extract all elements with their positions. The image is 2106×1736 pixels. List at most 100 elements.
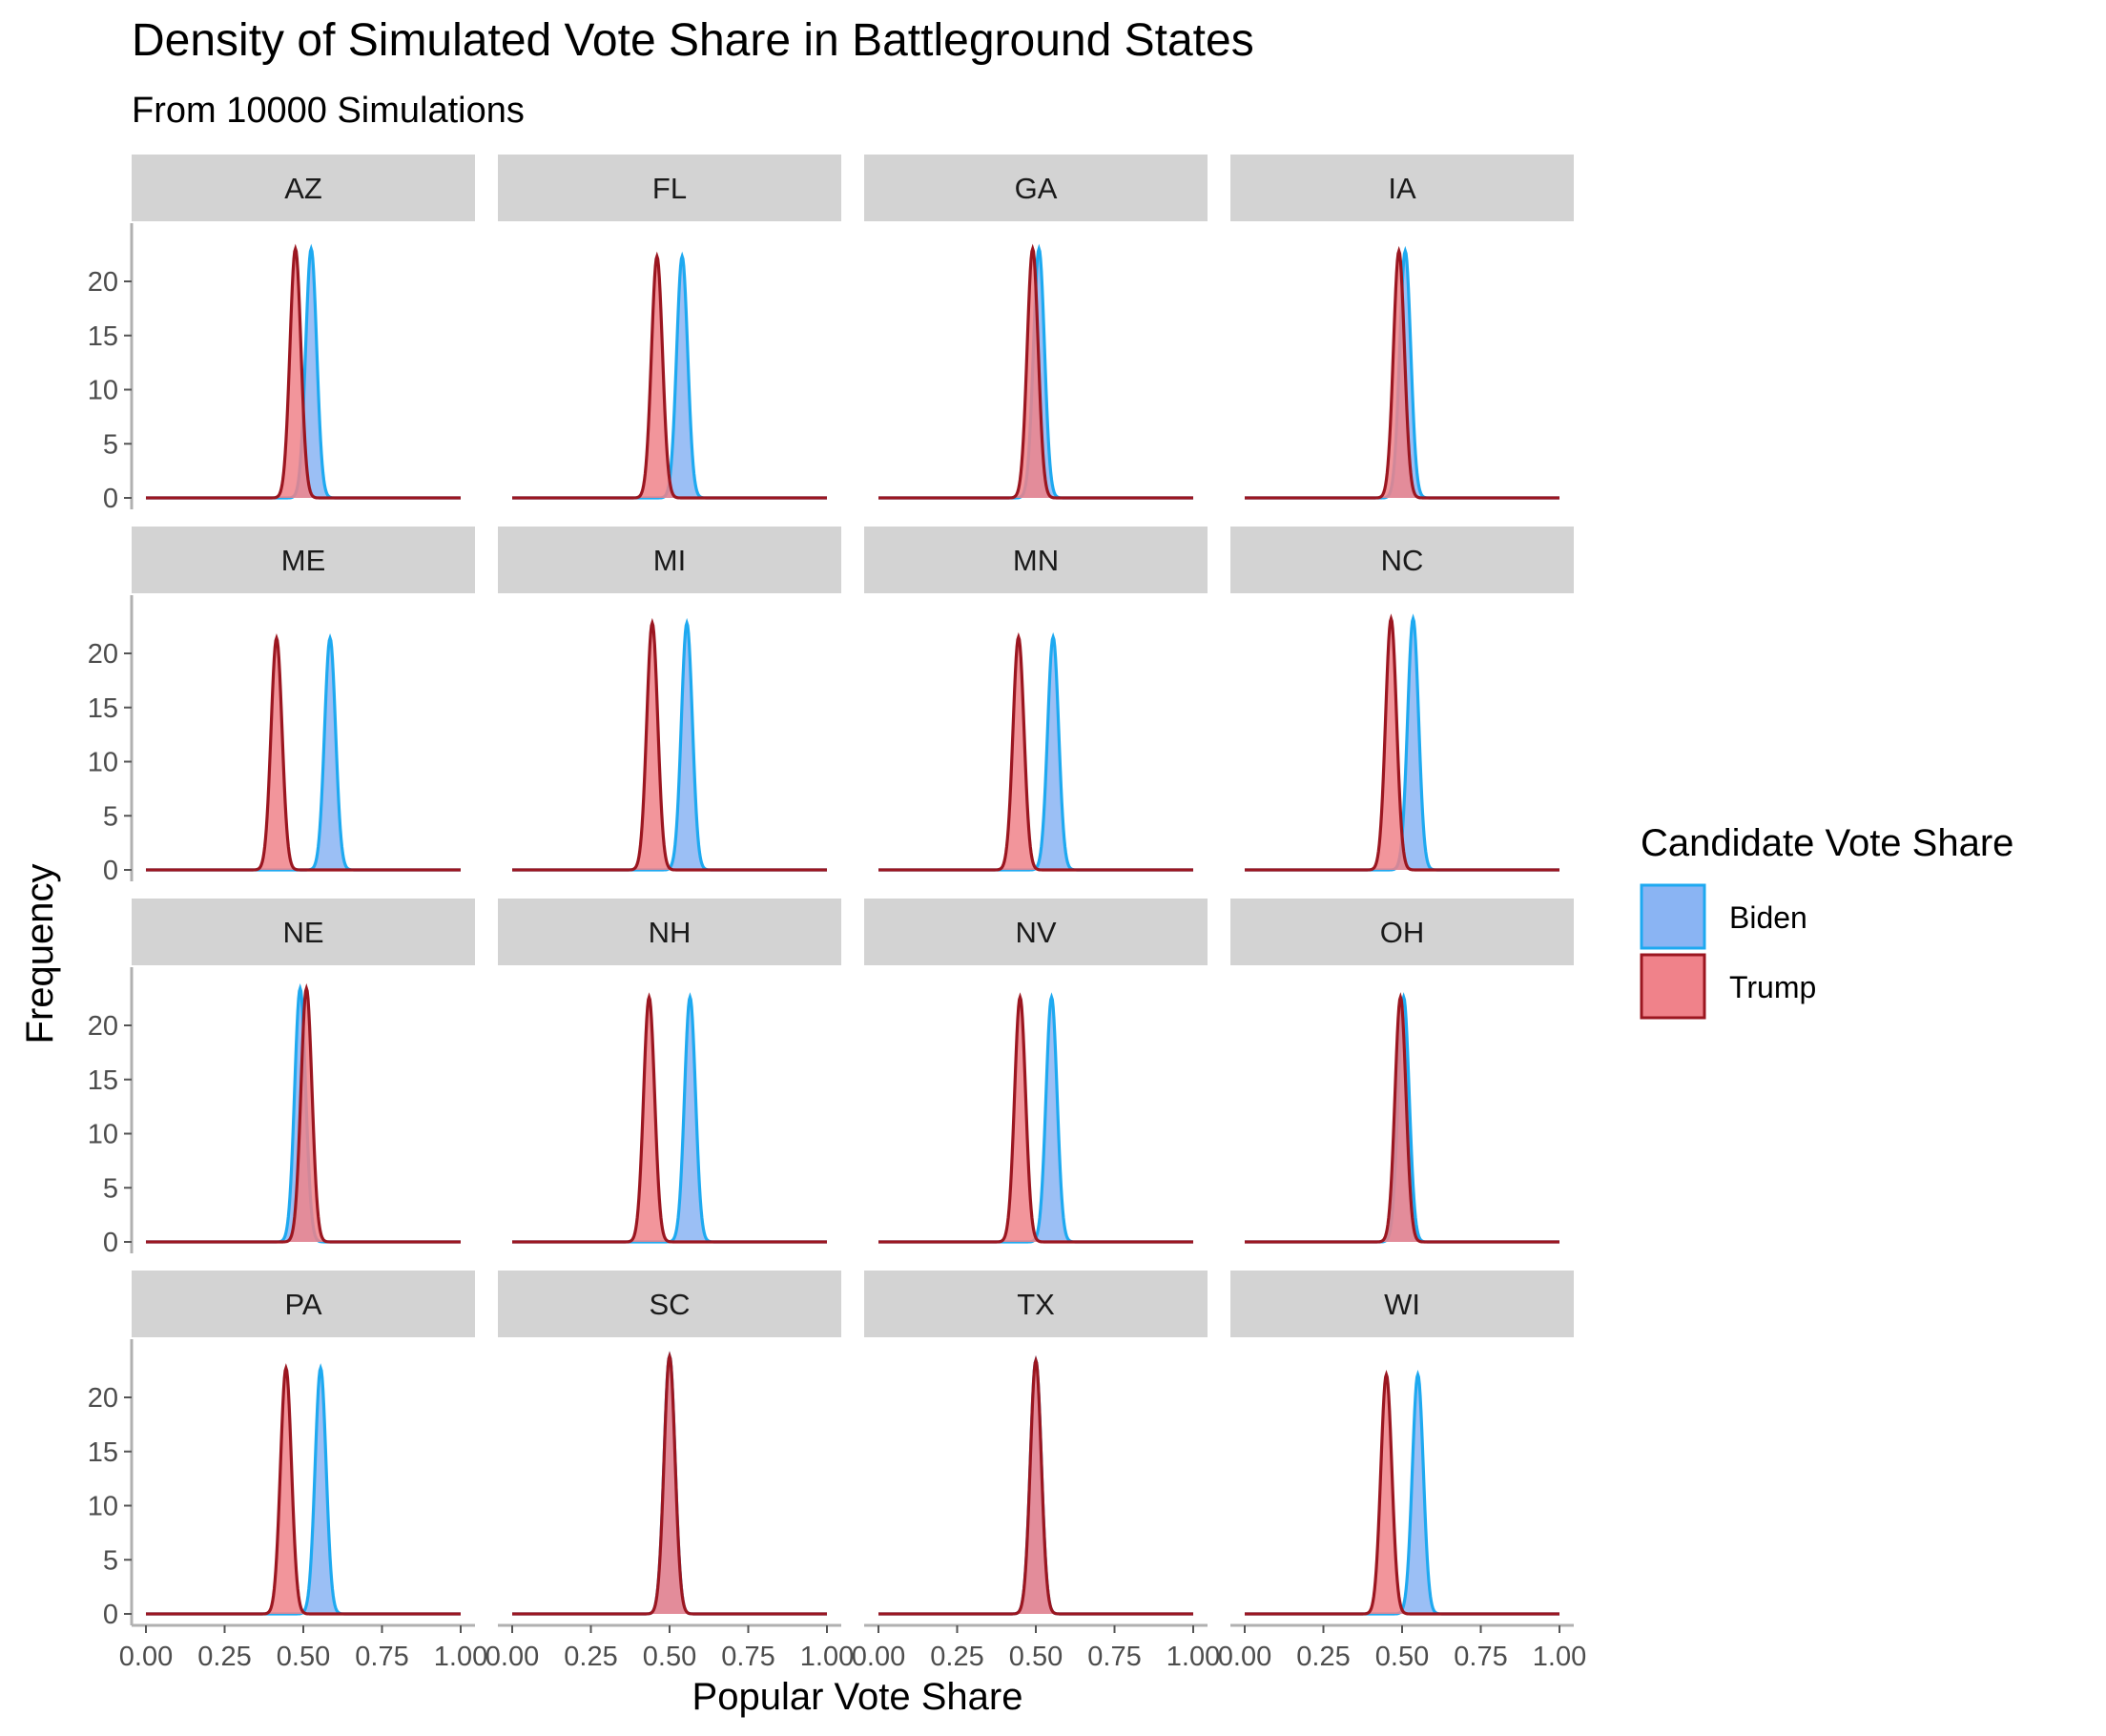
- density-line-trump: [146, 1363, 461, 1616]
- density-area-trump: [146, 988, 461, 1242]
- facet-strip: [1230, 155, 1574, 221]
- legend: Candidate Vote Share Biden Trump: [1640, 822, 2013, 1020]
- density-line-trump: [1245, 245, 1559, 500]
- x-tick-label: 1.00: [800, 1642, 854, 1672]
- y-tick-label: 10: [88, 1120, 118, 1150]
- facet-strip: [1230, 1271, 1574, 1337]
- facet-nv: NV: [864, 899, 1208, 1244]
- y-tick-label: 10: [88, 1492, 118, 1522]
- density-area-trump: [1245, 1374, 1559, 1614]
- density-area-biden: [146, 638, 461, 870]
- x-tick-label: 0.75: [721, 1642, 774, 1672]
- density-area-trump: [512, 256, 827, 498]
- density-area-biden: [512, 256, 827, 498]
- facet-strip-label: AZ: [284, 172, 322, 205]
- density-area-trump: [512, 1355, 827, 1614]
- y-tick-label: 5: [103, 1173, 118, 1204]
- y-tick-label: 15: [88, 1437, 118, 1468]
- x-tick-label: 0.25: [564, 1642, 617, 1672]
- density-line-biden: [512, 992, 827, 1244]
- density-line-biden: [146, 633, 461, 872]
- facet-pa: PA 0 5 10 15 20 0.00 0.25 0.50 0.75 1.00: [88, 1271, 487, 1672]
- facet-strip-label: OH: [1380, 916, 1425, 949]
- facet-strip-label: NH: [649, 916, 692, 949]
- density-area-trump: [878, 636, 1193, 870]
- facet-strip-label: NE: [282, 916, 323, 949]
- facet-strip: [864, 527, 1208, 593]
- y-tick-label: 5: [103, 1545, 118, 1576]
- x-tick-label: 0.75: [1454, 1642, 1507, 1672]
- y-tick-label: 20: [88, 267, 118, 298]
- facet-strip-label: NV: [1015, 916, 1056, 949]
- x-tick-label: 0.50: [1375, 1642, 1429, 1672]
- facet-me: ME 0 5 10 15 20: [88, 527, 475, 886]
- facet-strip-label: ME: [281, 544, 326, 577]
- density-line-trump: [1245, 1369, 1559, 1616]
- density-line-trump: [878, 243, 1193, 500]
- density-area-trump: [1245, 251, 1559, 498]
- density-line-trump: [878, 1354, 1193, 1616]
- y-tick-label: 0: [103, 1228, 118, 1258]
- facet-strip-label: SC: [649, 1288, 690, 1321]
- density-area-trump: [146, 248, 461, 498]
- facet-fl: FL: [498, 155, 841, 500]
- density-line-biden: [146, 1363, 461, 1616]
- facet-panels: AZ 0 5 10 15 20 FL GA IA ME 0 5 10 15 20 MI MN NC NE 0 5 10 15…: [88, 155, 1586, 1672]
- legend-label-biden: Biden: [1729, 900, 1807, 935]
- x-tick-label: 0.25: [1296, 1642, 1350, 1672]
- facet-strip: [498, 155, 841, 221]
- x-tick-label: 1.00: [1533, 1642, 1586, 1672]
- y-tick-label: 15: [88, 693, 118, 724]
- density-area-trump: [878, 248, 1193, 498]
- x-axis-title: Popular Vote Share: [692, 1676, 1023, 1718]
- y-tick-label: 0: [103, 856, 118, 886]
- facet-oh: OH: [1230, 899, 1574, 1244]
- facet-nc: NC: [1230, 527, 1574, 872]
- y-tick-label: 20: [88, 639, 118, 670]
- x-tick-label: 0.00: [485, 1642, 539, 1672]
- density-line-biden: [512, 251, 827, 500]
- density-area-trump: [512, 997, 827, 1242]
- legend-title: Candidate Vote Share: [1641, 822, 2013, 864]
- facet-strip: [498, 527, 841, 593]
- density-line-trump: [1245, 613, 1559, 872]
- density-line-trump: [878, 631, 1193, 872]
- facet-nh: NH: [498, 899, 841, 1244]
- density-line-trump: [512, 251, 827, 500]
- facet-ne: NE 0 5 10 15 20: [88, 899, 475, 1258]
- x-tick-label: 0.50: [277, 1642, 330, 1672]
- facet-ia: IA: [1230, 155, 1574, 500]
- facet-strip: [498, 1271, 841, 1337]
- density-line-trump: [146, 633, 461, 872]
- y-tick-label: 20: [88, 1011, 118, 1042]
- x-tick-label: 0.00: [119, 1642, 173, 1672]
- x-tick-label: 0.00: [1218, 1642, 1271, 1672]
- facet-strip: [498, 899, 841, 965]
- x-tick-label: 0.25: [197, 1642, 251, 1672]
- facet-az: AZ 0 5 10 15 20: [88, 155, 475, 514]
- density-area-trump: [878, 997, 1193, 1242]
- density-area-trump: [146, 1368, 461, 1614]
- density-line-trump: [878, 992, 1193, 1244]
- x-tick-label: 1.00: [1167, 1642, 1220, 1672]
- x-tick-label: 0.00: [852, 1642, 905, 1672]
- facet-strip: [1230, 527, 1574, 593]
- facet-strip: [1230, 899, 1574, 965]
- facet-strip-label: TX: [1017, 1288, 1055, 1321]
- x-tick-label: 0.75: [355, 1642, 408, 1672]
- density-area-trump: [1245, 997, 1559, 1242]
- density-line-biden: [878, 992, 1193, 1244]
- density-area-trump: [512, 623, 827, 870]
- y-tick-label: 0: [103, 484, 118, 514]
- density-line-biden: [878, 631, 1193, 872]
- density-area-biden: [512, 623, 827, 870]
- facet-strip: [132, 155, 475, 221]
- y-tick-label: 10: [88, 748, 118, 778]
- facet-strip: [864, 1271, 1208, 1337]
- density-line-biden: [512, 617, 827, 872]
- facet-strip: [864, 155, 1208, 221]
- x-tick-label: 1.00: [434, 1642, 487, 1672]
- density-area-biden: [1245, 1374, 1559, 1614]
- x-tick-label: 0.50: [643, 1642, 696, 1672]
